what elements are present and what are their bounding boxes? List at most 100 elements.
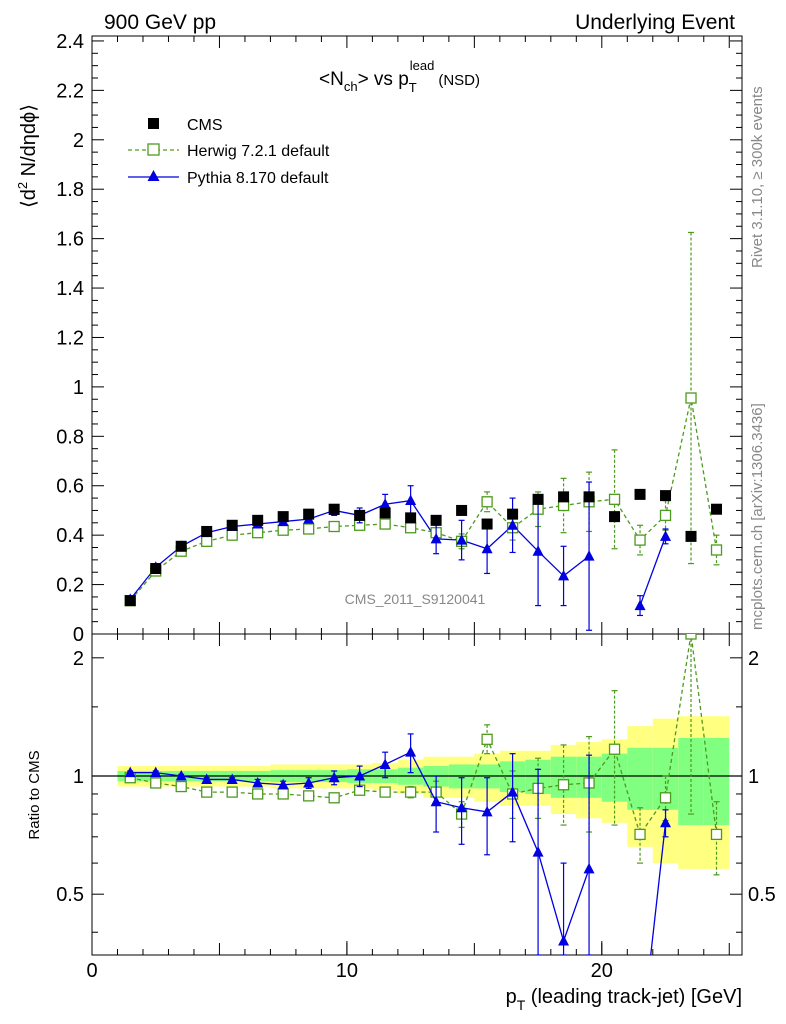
cms-point bbox=[277, 511, 289, 523]
ratio-herwig-point bbox=[481, 733, 493, 745]
y-tick-label: 1.8 bbox=[56, 179, 84, 201]
ratio-pythia-point bbox=[277, 778, 289, 790]
pythia-point bbox=[558, 569, 570, 581]
cms-point bbox=[507, 508, 519, 520]
ratio-pythia-point bbox=[354, 770, 366, 781]
analysis-id-label: CMS_2011_S9120041 bbox=[345, 591, 486, 607]
ratio-band-green bbox=[627, 747, 653, 810]
y-tick-label: 0.6 bbox=[56, 476, 84, 498]
y-tick-label: 2 bbox=[73, 130, 84, 152]
ratio-y-tick-label: 0.5 bbox=[56, 884, 84, 906]
pythia-point bbox=[405, 494, 417, 506]
ratio-y-tick-label: 2 bbox=[73, 648, 84, 670]
ratio-herwig-point bbox=[685, 634, 697, 640]
cms-point bbox=[124, 595, 136, 607]
cms-point bbox=[711, 503, 723, 515]
x-axis-label: pT (leading track-jet) [GeV] bbox=[506, 986, 742, 1013]
herwig-point bbox=[328, 520, 340, 533]
ratio-pythia-point bbox=[379, 758, 391, 769]
ratio-herwig-point bbox=[557, 779, 570, 791]
ratio-pythia-point bbox=[328, 771, 340, 783]
ratio-herwig-point bbox=[404, 786, 417, 798]
xlabel-part-rest: (leading track-jet) [GeV] bbox=[525, 986, 742, 1008]
cms-point bbox=[481, 518, 493, 530]
y-tick-label: 0.2 bbox=[56, 575, 84, 597]
ratio-y-tick-label-right: 2 bbox=[748, 648, 759, 670]
ratio-data-layer bbox=[124, 634, 723, 955]
ratio-pythia-point bbox=[303, 776, 315, 788]
series-line-pythia bbox=[639, 536, 667, 606]
herwig-point bbox=[481, 496, 493, 508]
legend-label-cms: CMS bbox=[187, 117, 223, 134]
herwig-point bbox=[608, 493, 621, 505]
herwig-point bbox=[226, 529, 238, 541]
cms-point bbox=[532, 493, 544, 505]
title-part-main: <N bbox=[319, 69, 344, 90]
ratio-pythia-point bbox=[456, 801, 468, 813]
x-tick-label: 20 bbox=[591, 960, 613, 982]
ratio-pythia-point bbox=[558, 934, 570, 946]
mcplots-reference-label: mcplots.cern.ch [arXiv:1306.3436] bbox=[749, 403, 766, 630]
y-tick-label: 1.2 bbox=[56, 327, 84, 349]
cms-point bbox=[609, 511, 621, 523]
y-tick-label: 0.8 bbox=[56, 426, 84, 448]
herwig-point bbox=[710, 544, 723, 556]
ratio-line-pythia bbox=[650, 822, 667, 955]
legend-item-herwig: Herwig 7.2.1 default bbox=[128, 143, 330, 160]
ratio-pythia-point bbox=[252, 776, 264, 788]
pythia-point bbox=[379, 498, 391, 509]
pythia-point bbox=[532, 545, 544, 556]
main-y-axis: 0.2 0.4 0.6 0.8 1 1.2 1.4 1.6 1.8 2 2.2 2.4 0 bbox=[56, 31, 742, 646]
main-y-axis-label: ⟨d2 N/dηdϕ⟩ bbox=[15, 104, 40, 208]
y-tick-label: 0.4 bbox=[56, 525, 84, 547]
ratio-herwig-point bbox=[175, 780, 187, 793]
ratio-axes: 0.5 0.51 12 20 10 20 bbox=[56, 634, 776, 982]
ratio-pythia-point bbox=[226, 773, 238, 784]
pythia-point bbox=[660, 530, 672, 541]
pythia-point bbox=[481, 542, 493, 554]
ratio-plot-frame bbox=[91, 633, 743, 956]
legend-label-herwig: Herwig 7.2.1 default bbox=[187, 143, 330, 160]
herwig-point bbox=[685, 392, 697, 404]
legend-item-pythia: Pythia 8.170 default bbox=[128, 170, 329, 187]
ratio-herwig-point bbox=[659, 792, 672, 804]
header-left-label: 900 GeV pp bbox=[104, 11, 216, 34]
title-part-sup: lead bbox=[410, 58, 435, 73]
ylabel-part-rest: N/dηdϕ⟩ bbox=[18, 104, 40, 182]
cms-point bbox=[175, 540, 187, 552]
y-tick-label: 2.4 bbox=[56, 31, 84, 53]
herwig-point bbox=[277, 524, 289, 536]
ratio-pythia-point bbox=[583, 862, 595, 874]
cms-point bbox=[430, 514, 442, 526]
herwig-point bbox=[201, 535, 213, 547]
cms-point bbox=[252, 514, 264, 526]
ratio-panel: 0.5 0.51 12 20 10 20 Ratio to CMS pT (leading… bbox=[26, 633, 776, 1013]
ratio-series-group bbox=[124, 634, 723, 955]
cms-point bbox=[685, 530, 697, 542]
title-part-sub2: T bbox=[409, 80, 417, 95]
herwig-point bbox=[252, 527, 264, 539]
herwig-point bbox=[303, 523, 315, 535]
ratio-pythia-point bbox=[481, 805, 493, 817]
ratio-y-tick-label-right: 0.5 bbox=[748, 884, 776, 906]
legend-marker-herwig bbox=[147, 143, 160, 156]
cms-point bbox=[634, 488, 646, 500]
x-tick-label: 10 bbox=[336, 960, 358, 982]
legend-marker-cms bbox=[148, 118, 159, 129]
ratio-herwig-point bbox=[710, 828, 723, 841]
ratio-herwig-point bbox=[150, 777, 162, 789]
cms-point bbox=[558, 491, 570, 503]
cms-point bbox=[583, 491, 595, 503]
ratio-band-green bbox=[703, 737, 730, 826]
y-tick-label: 1.4 bbox=[56, 278, 84, 300]
y-tick-label: 2.2 bbox=[56, 80, 84, 102]
ratio-pythia-point bbox=[150, 766, 162, 778]
ratio-pythia-point bbox=[201, 773, 213, 784]
pythia-point bbox=[583, 550, 595, 561]
main-panel: 0.2 0.4 0.6 0.8 1 1.2 1.4 1.6 1.8 2 2.2 2.4 0 <Nch> … bbox=[15, 31, 743, 646]
cms-point bbox=[328, 503, 340, 515]
ratio-herwig-point bbox=[226, 786, 238, 798]
header-right-label: Underlying Event bbox=[575, 11, 735, 34]
main-plot-title: <Nch> vs pTlead(NSD) bbox=[319, 58, 480, 95]
